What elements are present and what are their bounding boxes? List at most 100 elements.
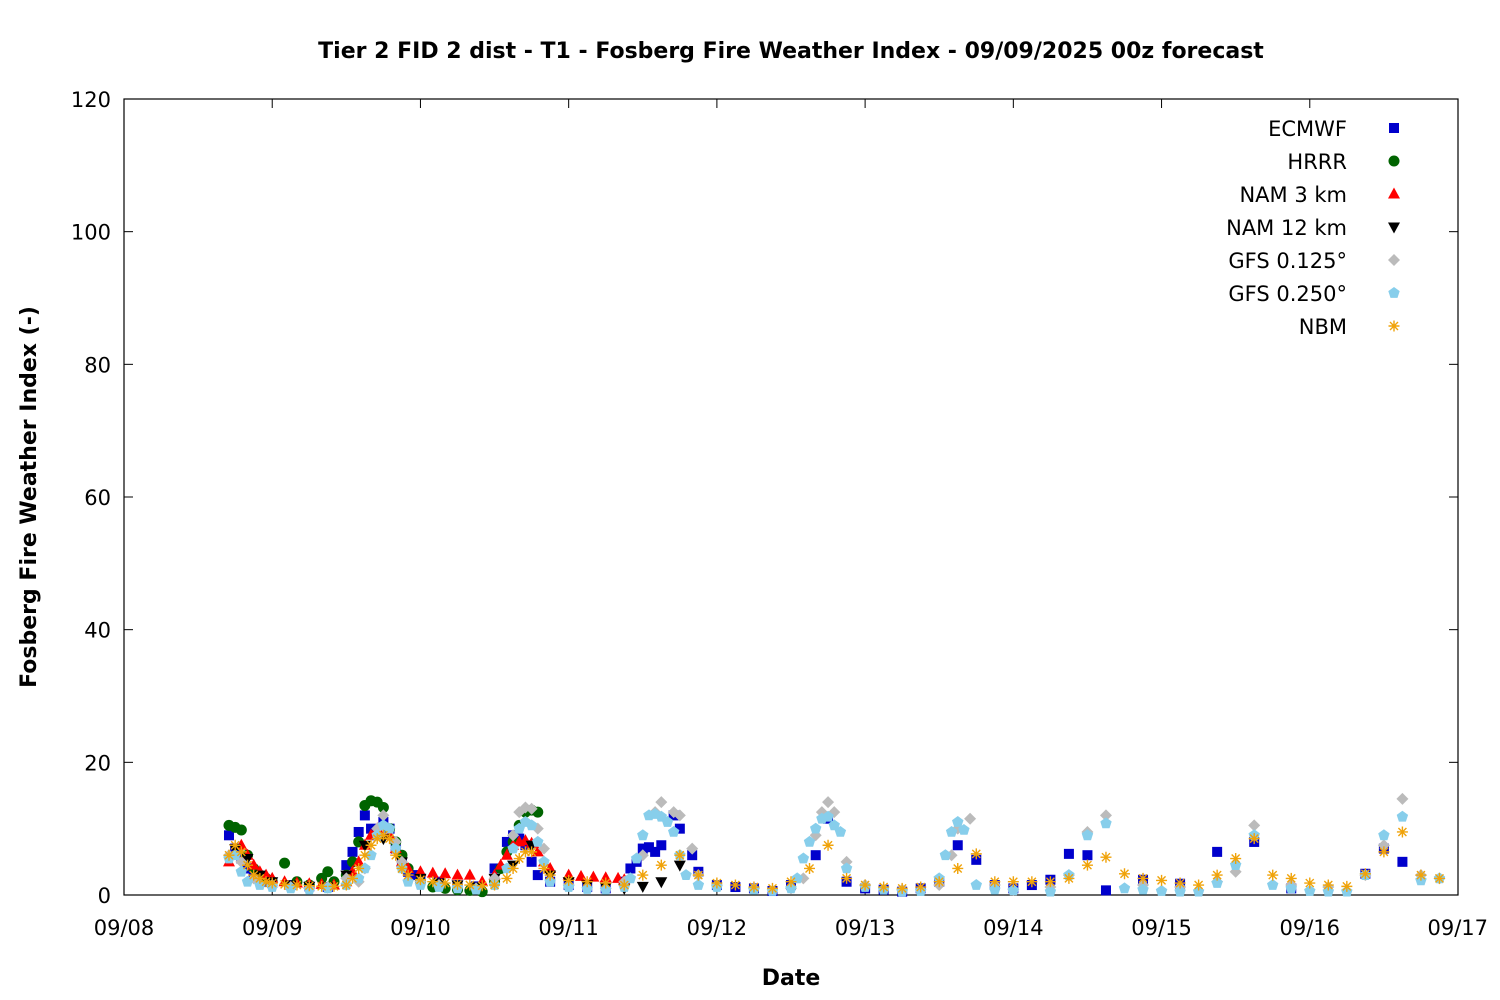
- data-point: [383, 822, 396, 834]
- data-point: [1378, 846, 1390, 858]
- data-point: [618, 879, 630, 891]
- data-point: [797, 852, 810, 864]
- data-point: [538, 855, 550, 867]
- data-point: [643, 842, 654, 853]
- data-point: [1304, 885, 1316, 896]
- data-point: [1248, 819, 1261, 832]
- x-tick-label: 09/12: [687, 916, 748, 940]
- data-point: [952, 862, 964, 874]
- data-point: [1007, 876, 1019, 888]
- data-point: [501, 836, 512, 847]
- data-point: [1396, 810, 1409, 822]
- data-point: [1378, 829, 1390, 841]
- data-point: [804, 862, 816, 874]
- data-point: [414, 865, 427, 877]
- data-point: [1119, 868, 1130, 880]
- legend-label: NAM 12 km: [1226, 216, 1347, 240]
- data-point: [476, 880, 488, 892]
- data-point: [970, 879, 982, 890]
- data-point: [650, 846, 661, 857]
- data-point: [655, 877, 668, 889]
- data-point: [674, 823, 685, 834]
- data-point: [680, 869, 692, 880]
- data-point: [624, 872, 637, 884]
- data-point: [377, 801, 389, 813]
- data-point: [303, 880, 315, 892]
- data-point: [1267, 869, 1279, 881]
- data-point: [507, 842, 519, 854]
- data-point: [1248, 833, 1260, 845]
- data-point: [526, 856, 537, 867]
- data-point: [1341, 880, 1353, 892]
- data-point: [896, 882, 908, 894]
- data-point: [1007, 884, 1019, 896]
- data-point: [952, 840, 963, 851]
- data-point: [581, 883, 593, 894]
- data-point: [1396, 826, 1408, 838]
- data-point: [229, 839, 241, 851]
- data-point: [637, 869, 649, 881]
- data-point: [655, 796, 668, 809]
- data-point: [625, 863, 636, 874]
- data-point: [1285, 872, 1297, 884]
- data-point: [532, 870, 543, 881]
- data-point: [1396, 792, 1409, 805]
- data-point: [463, 868, 476, 880]
- data-point: [439, 877, 451, 889]
- data-point: [513, 853, 525, 865]
- data-point: [1174, 885, 1186, 897]
- data-point: [656, 840, 667, 851]
- data-point: [810, 850, 821, 861]
- data-point: [377, 829, 389, 841]
- data-point: [1100, 817, 1112, 829]
- data-point: [377, 809, 390, 822]
- data-point: [1155, 885, 1168, 896]
- data-point: [384, 833, 396, 845]
- data-point: [971, 854, 982, 865]
- y-tick-label: 20: [84, 751, 111, 775]
- data-point: [532, 835, 544, 847]
- data-point: [1433, 872, 1445, 884]
- x-tick-label: 09/15: [1131, 916, 1192, 940]
- data-point: [687, 850, 698, 861]
- data-point: [501, 872, 513, 884]
- data-point: [1211, 869, 1223, 881]
- data-point: [1044, 885, 1057, 897]
- data-point: [1063, 848, 1074, 859]
- data-point: [859, 879, 871, 891]
- data-point: [341, 860, 352, 871]
- data-point: [686, 842, 699, 855]
- data-point: [674, 849, 686, 861]
- data-point: [359, 849, 371, 861]
- data-point: [451, 868, 464, 880]
- data-point: [322, 866, 334, 878]
- data-point: [1118, 882, 1131, 894]
- data-point: [1285, 882, 1297, 894]
- data-point: [1174, 877, 1186, 889]
- data-point: [489, 879, 501, 891]
- data-point: [822, 839, 834, 851]
- legend-label: HRRR: [1287, 150, 1347, 174]
- data-point: [791, 872, 803, 884]
- data-point: [507, 862, 519, 874]
- data-point: [241, 854, 254, 866]
- data-point: [242, 859, 254, 871]
- data-point: [748, 881, 760, 893]
- data-point: [637, 843, 648, 854]
- data-point: [347, 846, 358, 857]
- data-point: [352, 855, 365, 867]
- x-tick-label: 09/13: [835, 916, 896, 940]
- legend-label: GFS 0.250°: [1228, 282, 1347, 306]
- data-point: [822, 796, 835, 809]
- data-point: [538, 862, 550, 874]
- data-point: [661, 816, 674, 827]
- data-point: [822, 810, 834, 822]
- x-tick-label: 09/16: [1280, 916, 1341, 940]
- data-point: [637, 829, 649, 841]
- data-point: [366, 823, 377, 834]
- data-point: [1193, 879, 1205, 891]
- data-point: [223, 849, 235, 861]
- data-point: [347, 872, 359, 884]
- data-point: [279, 857, 291, 869]
- data-point: [692, 879, 705, 890]
